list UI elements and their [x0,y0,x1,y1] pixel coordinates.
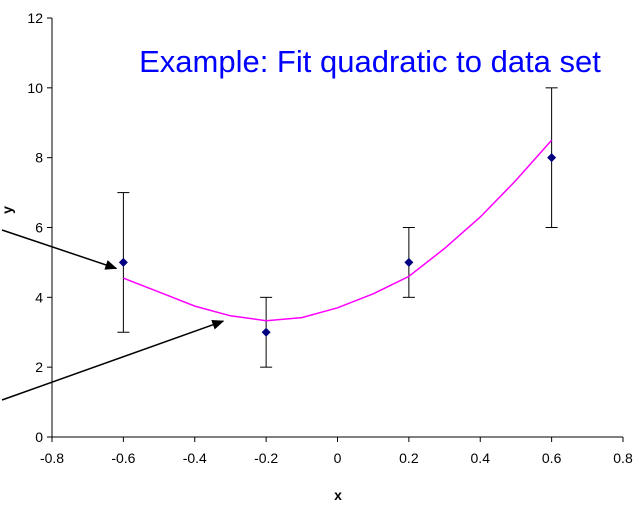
x-tick-label: -0.4 [183,450,207,466]
x-tick-label: 0 [334,450,342,466]
y-tick-label: 10 [27,80,43,96]
arrow-to-data-point [1,229,118,270]
y-tick-label: 6 [35,220,43,236]
y-tick-label: 2 [35,359,43,375]
chart-title: Example: Fit quadratic to data set [139,44,601,79]
y-tick-label: 8 [35,150,43,166]
x-tick-label: 0.4 [471,450,491,466]
data-point [404,257,414,267]
y-tick-label: 12 [27,10,43,26]
fit-curve [123,139,553,322]
axes [51,18,623,438]
fit-curve-group [123,139,553,322]
error-bars [117,87,558,368]
data-points [118,153,557,337]
x-tick-label: 0.8 [613,450,633,466]
y-axis-ticks: 0 2 4 6 8 10 12 [27,10,52,445]
x-axis-ticks: -0.8 -0.6 -0.4 -0.2 0 0.2 0.4 0.6 0.8 [40,437,633,466]
y-tick-label: 0 [35,429,43,445]
y-axis-label: y [0,206,15,214]
x-axis-label: x [334,487,342,503]
arrow-to-fit-curve [1,320,225,401]
x-tick-label: -0.8 [40,450,64,466]
data-point [547,153,557,163]
data-point [118,257,128,267]
x-tick-label: 0.6 [542,450,562,466]
y-tick-label: 4 [35,289,43,305]
x-tick-label: -0.6 [111,450,135,466]
data-point [261,327,271,337]
x-tick-label: 0.2 [399,450,419,466]
annotation-arrows [1,229,225,401]
x-tick-label: -0.2 [254,450,278,466]
